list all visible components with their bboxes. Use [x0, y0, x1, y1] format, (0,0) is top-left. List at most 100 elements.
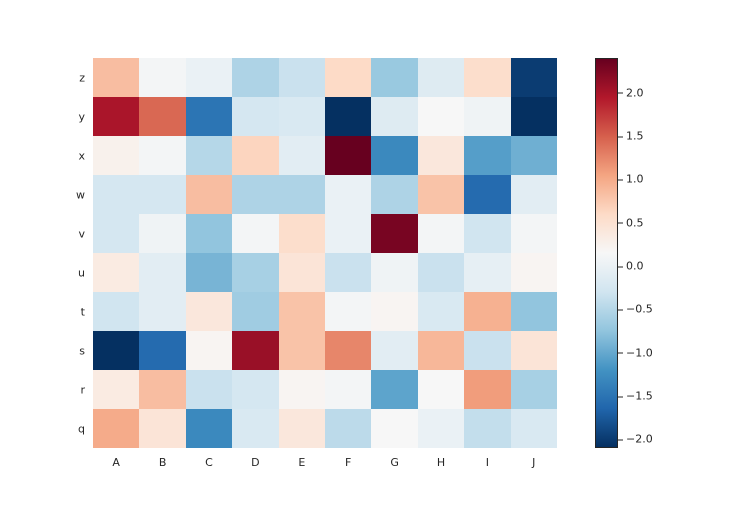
heatmap-grid — [93, 58, 557, 448]
y-tick-label: r — [80, 383, 85, 396]
colorbar-tickmark — [618, 179, 623, 180]
heatmap-cell — [186, 58, 232, 97]
heatmap-cell — [139, 214, 185, 253]
heatmap-cell — [139, 136, 185, 175]
heatmap-cell — [464, 292, 510, 331]
heatmap-cell — [232, 253, 278, 292]
heatmap-cell — [186, 97, 232, 136]
x-tick-label: J — [532, 456, 535, 469]
heatmap-cell — [232, 175, 278, 214]
heatmap-plot-area — [93, 58, 557, 448]
heatmap-cell — [371, 58, 417, 97]
colorbar-tick-text: 0.0 — [626, 260, 644, 273]
colorbar-tick-label: −1.5 — [618, 390, 653, 403]
heatmap-cell — [279, 136, 325, 175]
heatmap-cell — [279, 253, 325, 292]
colorbar-tick-label: −1.0 — [618, 346, 653, 359]
heatmap-cell — [139, 331, 185, 370]
heatmap-cell — [511, 214, 557, 253]
heatmap-cell — [418, 58, 464, 97]
heatmap-cell — [511, 136, 557, 175]
heatmap-cell — [139, 175, 185, 214]
colorbar-tickmark — [618, 439, 623, 440]
colorbar-gradient — [595, 58, 618, 448]
heatmap-cell — [418, 253, 464, 292]
y-tick-label: w — [76, 188, 85, 201]
colorbar-tick-label: −2.0 — [618, 433, 653, 446]
heatmap-cell — [186, 331, 232, 370]
heatmap-cell — [279, 331, 325, 370]
heatmap-cell — [186, 136, 232, 175]
y-tick-label: t — [81, 305, 85, 318]
colorbar: 2.01.51.00.50.0−0.5−1.0−1.5−2.0 — [595, 58, 618, 448]
heatmap-cell — [232, 409, 278, 448]
heatmap-cell — [93, 214, 139, 253]
colorbar-tickmark — [618, 396, 623, 397]
heatmap-cell — [371, 97, 417, 136]
colorbar-tick-text: −1.5 — [626, 390, 653, 403]
heatmap-cell — [93, 370, 139, 409]
y-tick-label: x — [78, 149, 85, 162]
heatmap-cell — [511, 175, 557, 214]
heatmap-cell — [511, 370, 557, 409]
heatmap-cell — [371, 175, 417, 214]
heatmap-cell — [464, 58, 510, 97]
heatmap-cell — [464, 136, 510, 175]
y-tick-label: s — [79, 344, 85, 357]
heatmap-cell — [279, 292, 325, 331]
colorbar-tick-text: 1.0 — [626, 173, 644, 186]
heatmap-cell — [186, 253, 232, 292]
heatmap-cell — [418, 292, 464, 331]
heatmap-cell — [418, 136, 464, 175]
heatmap-cell — [232, 136, 278, 175]
heatmap-cell — [325, 97, 371, 136]
colorbar-tickmark — [618, 93, 623, 94]
heatmap-cell — [371, 253, 417, 292]
x-tick-label: E — [298, 456, 305, 469]
x-tick-label: F — [345, 456, 351, 469]
colorbar-tickmark — [618, 223, 623, 224]
heatmap-cell — [464, 253, 510, 292]
heatmap-cell — [232, 214, 278, 253]
heatmap-cell — [139, 292, 185, 331]
colorbar-tick-label: 1.0 — [618, 173, 644, 186]
heatmap-cell — [186, 214, 232, 253]
heatmap-cell — [418, 409, 464, 448]
heatmap-cell — [232, 292, 278, 331]
heatmap-cell — [464, 370, 510, 409]
heatmap-cell — [325, 136, 371, 175]
heatmap-cell — [139, 370, 185, 409]
heatmap-cell — [511, 409, 557, 448]
y-tick-label: v — [78, 227, 85, 240]
colorbar-tick-label: −0.5 — [618, 303, 653, 316]
x-tick-label: G — [390, 456, 399, 469]
heatmap-cell — [186, 175, 232, 214]
y-tick-label: u — [78, 266, 85, 279]
heatmap-cell — [325, 409, 371, 448]
colorbar-tick-text: 2.0 — [626, 86, 644, 99]
x-tick-label: D — [251, 456, 259, 469]
heatmap-cell — [371, 331, 417, 370]
heatmap-cell — [93, 175, 139, 214]
colorbar-tickmark — [618, 353, 623, 354]
heatmap-cell — [93, 253, 139, 292]
heatmap-cell — [371, 136, 417, 175]
heatmap-cell — [418, 97, 464, 136]
heatmap-cell — [93, 136, 139, 175]
heatmap-cell — [418, 214, 464, 253]
heatmap-cell — [371, 292, 417, 331]
heatmap-cell — [325, 331, 371, 370]
heatmap-cell — [93, 58, 139, 97]
heatmap-cell — [464, 97, 510, 136]
heatmap-cell — [325, 253, 371, 292]
heatmap-cell — [279, 214, 325, 253]
heatmap-cell — [279, 370, 325, 409]
heatmap-cell — [279, 409, 325, 448]
colorbar-tick-text: −2.0 — [626, 433, 653, 446]
heatmap-cell — [93, 409, 139, 448]
colorbar-tick-label: 2.0 — [618, 86, 644, 99]
heatmap-cell — [93, 292, 139, 331]
colorbar-tickmark — [618, 309, 623, 310]
heatmap-cell — [325, 370, 371, 409]
y-tick-label: z — [79, 71, 85, 84]
